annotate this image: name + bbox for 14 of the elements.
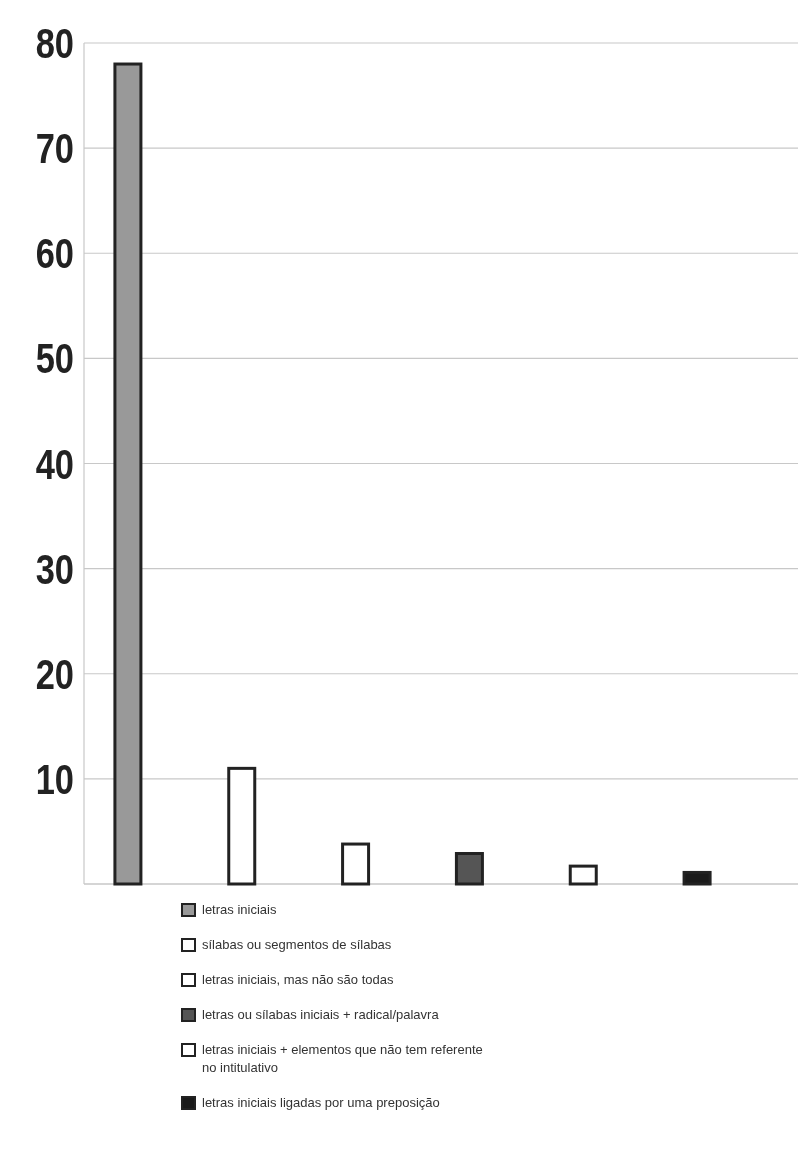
legend-label: sílabas ou segmentos de sílabas	[202, 937, 392, 952]
legend-label: letras iniciais, mas não são todas	[202, 972, 394, 987]
y-tick-label: 80	[35, 19, 74, 67]
y-tick-label: 70	[35, 124, 74, 172]
y-tick-label: 30	[35, 545, 74, 593]
legend-label: letras iniciais	[202, 902, 277, 917]
y-tick-label: 10	[35, 755, 74, 803]
y-tick-label: 20	[35, 650, 74, 698]
legend-label: letras ou sílabas iniciais + radical/palavra	[202, 1007, 440, 1022]
y-tick-label: 40	[35, 440, 74, 488]
legend-label: letras iniciais ligadas por uma preposição	[202, 1095, 440, 1110]
y-tick-label: 60	[35, 230, 74, 278]
legend-label: letras iniciais + elementos que não tem referente no intitulativo	[202, 1042, 483, 1075]
y-tick-label: 50	[35, 335, 74, 383]
